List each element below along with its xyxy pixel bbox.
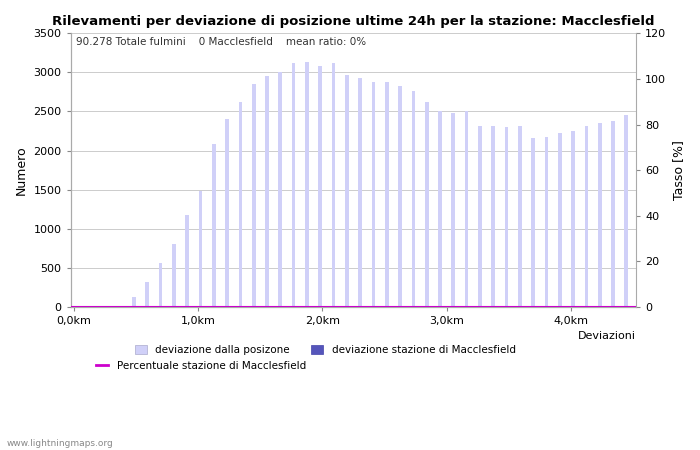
Bar [225,119,229,307]
Bar [465,112,468,307]
Y-axis label: Numero: Numero [15,145,28,195]
Bar [252,84,256,307]
Y-axis label: Tasso [%]: Tasso [%] [672,140,685,200]
Text: Deviazioni: Deviazioni [578,332,636,342]
Title: Rilevamenti per deviazione di posizione ultime 24h per la stazione: Macclesfield: Rilevamenti per deviazione di posizione … [52,15,655,28]
Bar [279,72,282,307]
Bar [412,91,415,307]
Bar [558,133,561,307]
Bar [318,66,322,307]
Bar [518,126,522,307]
Bar [172,243,176,307]
Bar [186,215,189,307]
Bar [385,82,389,307]
Bar [531,138,535,307]
Bar [571,131,575,307]
Legend: Percentuale stazione di Macclesfield: Percentuale stazione di Macclesfield [96,361,306,371]
Bar [398,86,402,307]
Bar [212,144,216,307]
Bar [305,62,309,307]
Bar [425,102,428,307]
Bar [598,123,601,307]
Bar [239,102,242,307]
Bar [345,75,349,307]
Bar [199,191,202,307]
Bar [132,297,136,307]
Bar [478,126,482,307]
Bar [505,127,508,307]
Bar [332,63,335,307]
Bar [491,126,495,307]
Bar [292,63,295,307]
Bar [146,282,149,307]
Bar [372,82,375,307]
Text: www.lightningmaps.org: www.lightningmaps.org [7,439,113,448]
Bar [265,76,269,307]
Bar [584,126,588,307]
Bar [611,121,615,307]
Text: 90.278 Totale fulmini    0 Macclesfield    mean ratio: 0%: 90.278 Totale fulmini 0 Macclesfield mea… [76,37,367,47]
Bar [358,78,362,307]
Bar [159,263,162,307]
Bar [452,113,455,307]
Bar [545,137,548,307]
Bar [624,115,628,307]
Bar [438,112,442,307]
